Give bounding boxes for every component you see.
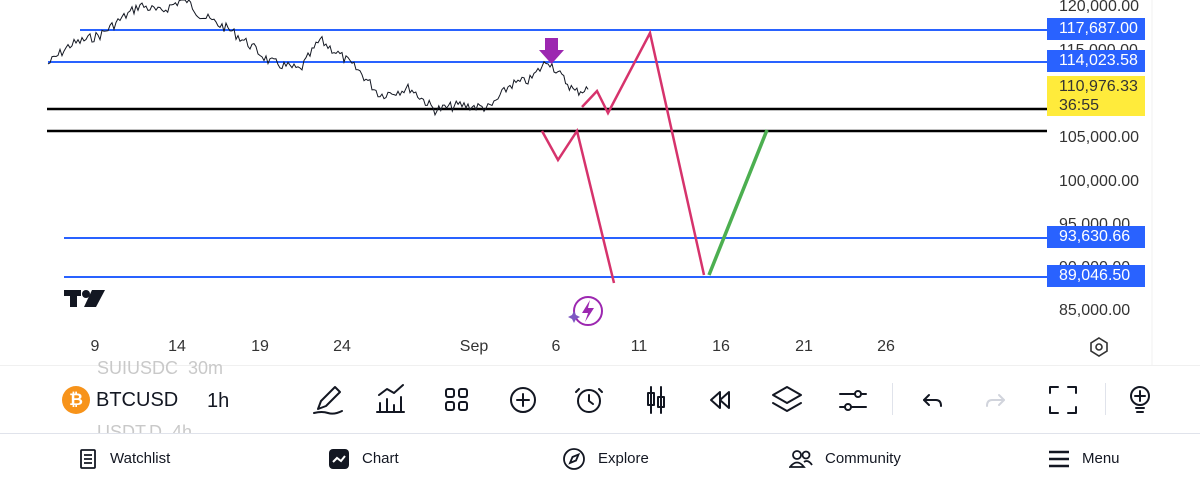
time-axis-label: 21 [795, 338, 813, 355]
bitcoin-icon: ₿ [62, 386, 90, 414]
layers-icon[interactable] [772, 386, 802, 412]
watchlist-icon [80, 448, 96, 469]
bottom-navigation: Watchlist Chart Explore Community Menu [0, 433, 1200, 483]
time-axis-label: 14 [168, 338, 186, 355]
time-axis-label: 24 [333, 338, 351, 355]
nav-chart[interactable]: Chart [328, 434, 399, 483]
nav-community-label: Community [825, 450, 901, 467]
layout-grid-icon[interactable] [445, 388, 468, 411]
community-icon [789, 449, 813, 468]
toolbar-icons [313, 384, 1150, 415]
toolbar-divider [892, 383, 893, 415]
time-axis-label: Sep [459, 338, 489, 355]
price-tag-114023[interactable]: 114,023.58 [1047, 50, 1145, 72]
current-price-tag[interactable]: 110,976.33 36:55 [1047, 76, 1145, 116]
pencil-icon[interactable] [313, 386, 343, 415]
symbol-name: BTCUSD [96, 388, 179, 411]
ideas-icon[interactable] [1130, 386, 1150, 413]
undo-icon[interactable] [923, 394, 942, 407]
compass-icon [563, 447, 585, 470]
price-series-line [47, 0, 589, 117]
nav-menu-label: Menu [1082, 450, 1120, 467]
projection-line-main[interactable] [581, 29, 706, 276]
time-axis-label: 19 [251, 338, 269, 355]
tradingview-logo [64, 290, 105, 307]
candles-icon[interactable] [647, 386, 665, 414]
settings-sliders-icon[interactable] [839, 390, 867, 411]
time-axis-label: 16 [712, 338, 730, 355]
nav-explore-label: Explore [598, 450, 649, 467]
price-tag-89046[interactable]: 89,046.50 [1047, 265, 1145, 287]
symbol-selector[interactable]: ₿ BTCUSD [62, 386, 178, 414]
menu-icon [1049, 450, 1069, 467]
candle-countdown: 36:55 [1059, 97, 1100, 114]
time-axis-label: 11 [630, 338, 648, 355]
price-axis-label: 120,000.00 [1059, 0, 1140, 15]
indicators-icon[interactable] [376, 384, 405, 413]
lightning-icon[interactable] [568, 296, 603, 326]
time-axis-label: 6 [551, 338, 561, 355]
chart-settings-icon[interactable] [1090, 337, 1108, 357]
redo-icon[interactable] [986, 394, 1005, 407]
nav-watchlist-label: Watchlist [110, 450, 171, 467]
price-tag-93630[interactable]: 93,630.66 [1047, 226, 1145, 248]
projection-line-alt[interactable] [540, 127, 616, 284]
add-icon[interactable] [510, 387, 536, 413]
fullscreen-icon[interactable] [1049, 386, 1077, 414]
nav-explore[interactable]: Explore [562, 434, 649, 483]
price-chart[interactable] [0, 0, 1200, 365]
recovery-line[interactable] [707, 129, 769, 276]
interval-selector[interactable]: 1h [207, 390, 230, 412]
price-tag-117687[interactable]: 117,687.00 [1047, 18, 1145, 40]
down-arrow-icon[interactable] [539, 38, 564, 64]
price-axis-label: 100,000.00 [1059, 173, 1140, 190]
nav-chart-label: Chart [362, 450, 399, 467]
nav-menu[interactable]: Menu [1048, 434, 1120, 483]
nav-community[interactable]: Community [789, 434, 901, 483]
time-axis-label: 9 [90, 338, 100, 355]
alarm-icon[interactable] [575, 388, 603, 413]
replay-icon[interactable] [710, 391, 730, 409]
nav-watchlist[interactable]: Watchlist [78, 434, 170, 483]
ghost-symbol-above: SUIUSDC 30m [97, 358, 224, 378]
chart-icon [329, 448, 349, 469]
price-axis-label: 85,000.00 [1059, 302, 1131, 319]
time-axis-label: 26 [877, 338, 895, 355]
price-axis-label: 105,000.00 [1059, 129, 1140, 146]
current-price: 110,976.33 [1059, 78, 1138, 95]
toolbar-divider [1105, 383, 1106, 415]
